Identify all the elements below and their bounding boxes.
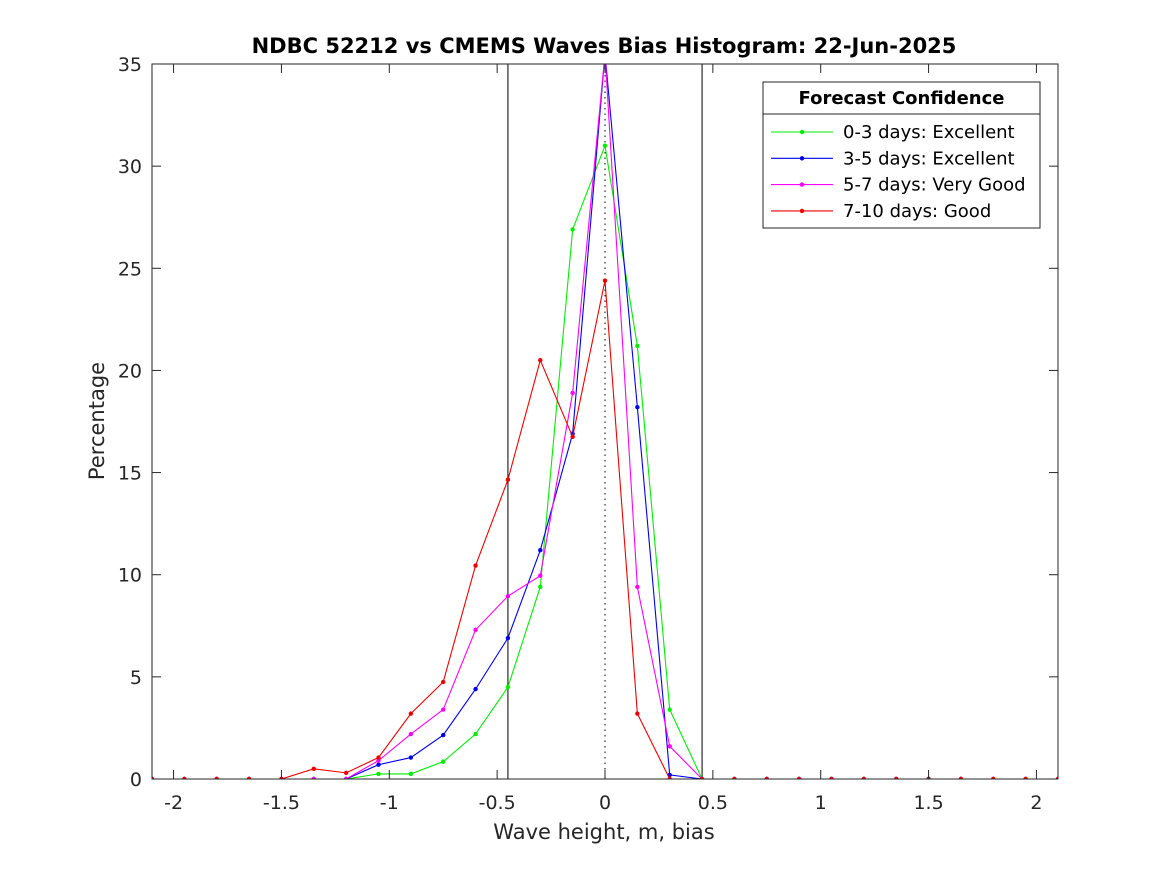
data-point <box>473 686 478 692</box>
y-axis-label: Percentage <box>85 362 109 480</box>
data-point <box>538 573 543 578</box>
data-point <box>441 732 446 738</box>
data-point <box>570 434 575 440</box>
data-point <box>538 548 543 553</box>
legend-entry: 3-5 days: Excellent <box>843 148 1015 169</box>
data-point <box>343 770 349 776</box>
legend-marker <box>799 208 805 214</box>
legend-entry: 7-10 days: Good <box>843 201 991 222</box>
data-point <box>246 776 252 779</box>
data-point <box>473 731 478 737</box>
data-point <box>441 759 446 764</box>
legend-entry: 5-7 days: Very Good <box>843 175 1026 196</box>
y-tick-label: 20 <box>118 360 142 382</box>
data-point <box>376 758 381 763</box>
x-tick-label: 2 <box>1030 792 1042 814</box>
x-tick-label: -1.5 <box>263 792 300 814</box>
data-point <box>602 143 608 148</box>
data-point <box>991 776 996 779</box>
x-tick-label: 0.5 <box>698 792 728 814</box>
data-point <box>635 405 640 410</box>
data-point <box>570 390 575 396</box>
data-point <box>343 776 349 779</box>
data-point <box>311 776 316 779</box>
data-point <box>473 563 478 568</box>
data-point <box>311 766 316 771</box>
x-tick-label: -0.5 <box>479 792 516 814</box>
data-point <box>1055 776 1058 779</box>
data-point <box>958 776 964 779</box>
legend-entry: 0-3 days: Excellent <box>843 122 1015 143</box>
y-tick-label: 25 <box>118 258 142 280</box>
data-point <box>408 711 414 716</box>
data-point <box>441 679 446 685</box>
data-point <box>473 627 478 633</box>
x-tick-label: 1.5 <box>913 792 943 814</box>
y-tick-label: 15 <box>118 463 142 485</box>
data-point <box>538 584 543 590</box>
y-tick-label: 10 <box>118 565 142 587</box>
data-point <box>602 278 608 283</box>
data-point <box>667 744 672 749</box>
legend-title: Forecast Confidence <box>799 88 1005 109</box>
chart-title: NDBC 52212 vs CMEMS Waves Bias Histogram… <box>252 34 957 58</box>
data-point <box>796 776 802 779</box>
data-point <box>732 776 737 779</box>
data-point <box>214 776 219 779</box>
data-point <box>505 684 511 690</box>
data-point <box>408 755 414 760</box>
legend-marker <box>799 129 805 135</box>
series-4 <box>152 278 1058 779</box>
data-point <box>376 755 381 760</box>
data-point <box>182 776 187 779</box>
data-point <box>376 762 381 767</box>
data-point <box>538 358 543 363</box>
legend-marker <box>799 182 805 187</box>
data-point <box>376 771 381 777</box>
data-point <box>635 711 640 716</box>
legend: Forecast Confidence 0-3 days: Excellent 3-… <box>762 81 1041 229</box>
data-point <box>667 707 672 712</box>
data-point <box>894 776 899 779</box>
x-axis-label: Wave height, m, bias <box>493 820 714 844</box>
y-tick-label: 5 <box>130 667 142 689</box>
x-tick-label: 0 <box>599 792 611 814</box>
legend-marker <box>799 156 805 161</box>
data-point <box>635 343 640 349</box>
x-tick-label: -2 <box>164 792 183 814</box>
data-point <box>667 776 672 779</box>
data-point <box>152 776 155 779</box>
y-tick-label: 35 <box>118 54 142 76</box>
data-point <box>408 731 414 737</box>
x-tick-label: 1 <box>815 792 827 814</box>
data-point <box>505 477 511 482</box>
data-point <box>829 776 834 779</box>
data-point <box>764 776 769 779</box>
y-tick-label: 0 <box>130 769 142 791</box>
data-point <box>699 776 705 779</box>
data-point <box>505 635 511 641</box>
data-point <box>1023 776 1028 779</box>
legend-box <box>762 81 1041 229</box>
x-tick-label: -1 <box>380 792 399 814</box>
data-point <box>570 227 575 232</box>
data-point <box>861 776 867 779</box>
data-point <box>635 584 640 590</box>
data-point <box>505 593 511 599</box>
data-point <box>408 771 414 777</box>
y-tick-label: 30 <box>118 156 142 178</box>
data-point <box>441 707 446 712</box>
